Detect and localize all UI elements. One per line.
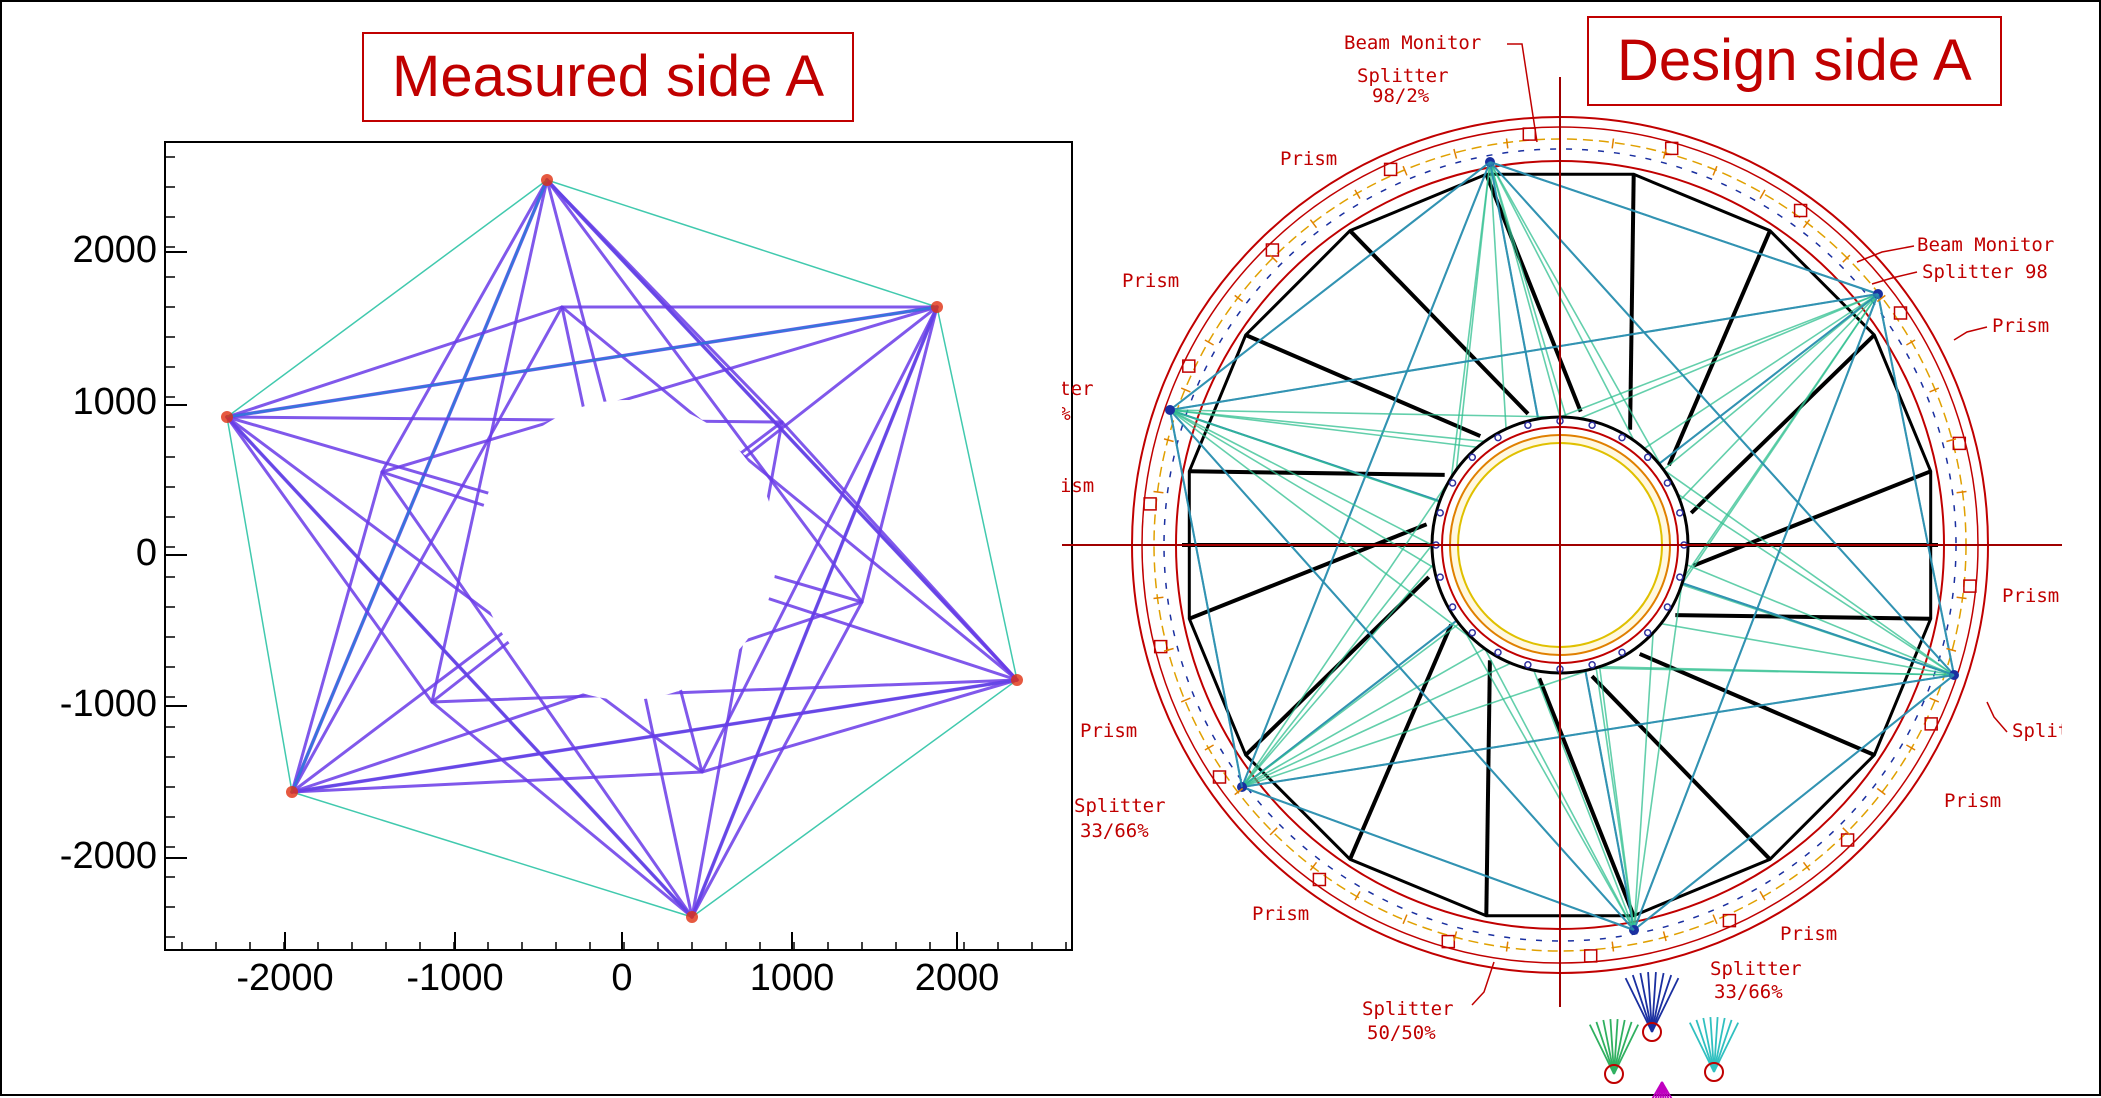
title-design: Design side A: [1587, 16, 2002, 106]
measured-plot: 2000 1000 0 -1000 -2000 -2000 -1000 0 10…: [60, 141, 1073, 999]
label-prism-3: Prism: [1992, 315, 2049, 337]
design-drawing: Beam Monitor Splitter 98/2% Prism Beam M…: [1062, 32, 2062, 1098]
label-prism-4: Prism: [1062, 475, 1094, 497]
label-prism-2: Prism: [1122, 270, 1179, 292]
label-splitter-far-right: Splitte: [2012, 720, 2062, 742]
bottom-fanout: [1588, 972, 1740, 1098]
x-tick-label: -2000: [236, 957, 333, 999]
label-splitter-right: Splitter 98: [1922, 261, 2048, 283]
label-prism-8: Prism: [1252, 903, 1309, 925]
label-splitter-left: Splitter: [1062, 378, 1094, 400]
label-splitter-bottom-ratio: 50/50%: [1367, 1022, 1436, 1044]
y-tick-label: -2000: [60, 835, 157, 877]
label-splitter-lower-left: Splitter: [1074, 795, 1166, 817]
leader-lines: [1471, 43, 2008, 1006]
x-tick-label: -1000: [406, 957, 503, 999]
y-tick-label: 1000: [72, 381, 157, 423]
x-tick-label: 1000: [750, 957, 835, 999]
label-prism-1: Prism: [1280, 148, 1337, 170]
inner-ring-markers: [1432, 417, 1688, 673]
label-splitter-top-ratio: 98/2%: [1372, 85, 1430, 107]
label-prism-7: Prism: [1944, 790, 2001, 812]
label-prism-5: Prism: [2002, 585, 2059, 607]
laser-beams: [1165, 157, 1959, 935]
label-splitter-lower-right-ratio: 33/66%: [1714, 981, 1783, 1003]
y-tick-label: 0: [136, 532, 157, 574]
label-splitter-left-ratio: 50/50%: [1062, 403, 1071, 425]
axis-ticks: [165, 156, 1067, 950]
fan-bundle-magenta: [1651, 1081, 1673, 1098]
title-measured: Measured side A: [362, 32, 855, 122]
y-tick-label: -1000: [60, 683, 157, 725]
center-hole: [477, 400, 777, 700]
fan-bundle-blue: [1624, 972, 1680, 1033]
label-splitter-bottom: Splitter: [1362, 998, 1454, 1020]
x-tick-label: 0: [611, 957, 632, 999]
y-tick-label: 2000: [72, 229, 157, 271]
x-tick-label: 2000: [915, 957, 1000, 999]
label-beam-monitor-top: Beam Monitor: [1344, 32, 1481, 54]
label-prism-9: Prism: [1780, 923, 1837, 945]
label-beam-monitor-right: Beam Monitor: [1917, 234, 2054, 256]
label-splitter-lower-right: Splitter: [1710, 958, 1802, 980]
label-prism-6: Prism: [1080, 720, 1137, 742]
label-splitter-lower-left-ratio: 33/66%: [1080, 820, 1149, 842]
label-splitter-top: Splitter: [1357, 65, 1449, 87]
